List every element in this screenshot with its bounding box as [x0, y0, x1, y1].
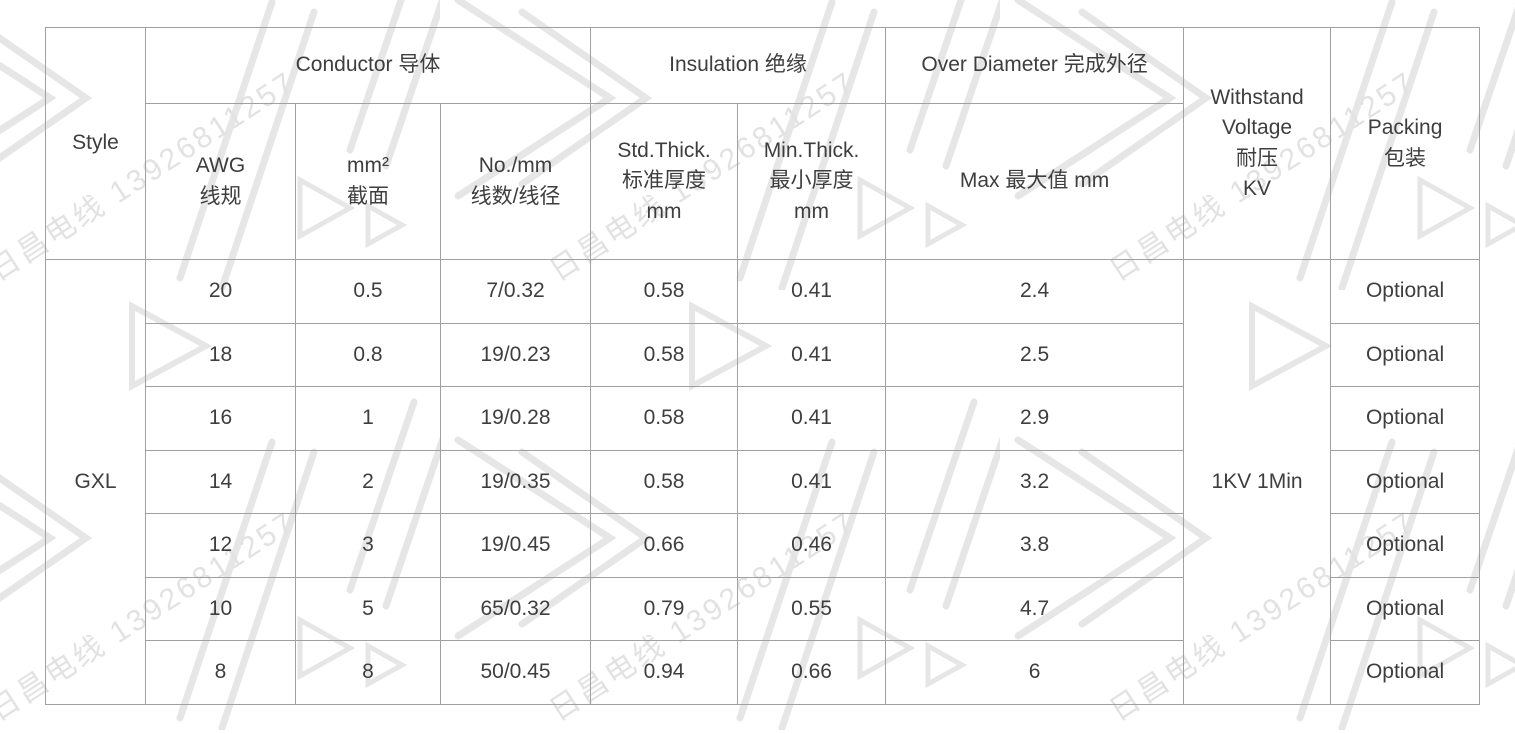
header-conductor-group: Conductor 导体	[144, 27, 592, 104]
cell-max: 6	[885, 640, 1185, 705]
spec-table: Style Conductor 导体 Insulation 绝缘 Over Di…	[45, 27, 1481, 705]
header-no-mm: No./mm 线数/线径	[439, 103, 592, 260]
header-style: Style	[45, 27, 146, 260]
cell-std-thick: 0.66	[590, 513, 739, 578]
cell-max: 3.2	[885, 449, 1185, 514]
header-awg: AWG 线规	[145, 103, 296, 260]
cell-awg: 8	[145, 640, 296, 705]
cell-max: 2.9	[885, 386, 1185, 451]
cell-no-mm: 19/0.23	[439, 322, 592, 387]
cell-packing: Optional	[1330, 449, 1481, 514]
cell-std-thick: 0.79	[590, 576, 739, 641]
cell-max: 2.4	[885, 259, 1185, 324]
header-mm2: mm² 截面	[295, 103, 441, 260]
cell-mm2: 1	[295, 386, 441, 451]
cell-max: 3.8	[885, 513, 1185, 578]
cell-packing: Optional	[1330, 576, 1481, 641]
header-withstand-voltage: Withstand Voltage 耐压 KV	[1183, 27, 1332, 260]
cell-min-thick: 0.41	[737, 449, 887, 514]
cell-packing: Optional	[1330, 259, 1481, 324]
cell-awg: 10	[145, 576, 296, 641]
cell-std-thick: 0.58	[590, 259, 739, 324]
cell-packing: Optional	[1330, 386, 1481, 451]
header-insulation-group: Insulation 绝缘	[590, 27, 887, 104]
cell-min-thick: 0.41	[737, 322, 887, 387]
cell-no-mm: 7/0.32	[439, 259, 592, 324]
cell-mm2: 3	[295, 513, 441, 578]
cell-min-thick: 0.46	[737, 513, 887, 578]
cell-max: 2.5	[885, 322, 1185, 387]
cell-packing: Optional	[1330, 513, 1481, 578]
cell-std-thick: 0.58	[590, 322, 739, 387]
cell-min-thick: 0.41	[737, 259, 887, 324]
cell-mm2: 2	[295, 449, 441, 514]
table-row: GXL 20 0.5 7/0.32 0.58 0.41 2.4 1KV 1Min…	[45, 259, 1481, 705]
header-std-thick: Std.Thick. 标准厚度 mm	[590, 103, 739, 260]
cell-min-thick: 0.66	[737, 640, 887, 705]
cell-style-value: GXL	[45, 259, 146, 705]
cell-awg: 14	[145, 449, 296, 514]
cell-mm2: 0.8	[295, 322, 441, 387]
cell-mm2: 5	[295, 576, 441, 641]
cell-awg: 16	[145, 386, 296, 451]
cell-min-thick: 0.55	[737, 576, 887, 641]
cell-mm2: 8	[295, 640, 441, 705]
cell-awg: 20	[145, 259, 296, 324]
cell-no-mm: 19/0.35	[439, 449, 592, 514]
cell-mm2: 0.5	[295, 259, 441, 324]
header-row-groups: Style Conductor 导体 Insulation 绝缘 Over Di…	[45, 27, 1481, 260]
cell-no-mm: 19/0.28	[439, 386, 592, 451]
header-packing: Packing 包装	[1330, 27, 1481, 260]
header-min-thick: Min.Thick. 最小厚度 mm	[737, 103, 887, 260]
header-over-diameter-group: Over Diameter 完成外径	[885, 27, 1185, 104]
cell-packing: Optional	[1330, 322, 1481, 387]
cell-no-mm: 65/0.32	[439, 576, 592, 641]
cell-std-thick: 0.58	[590, 449, 739, 514]
header-max: Max 最大值 mm	[885, 103, 1185, 260]
cell-withstand-value: 1KV 1Min	[1183, 259, 1332, 705]
cell-awg: 18	[145, 322, 296, 387]
cell-awg: 12	[145, 513, 296, 578]
cell-std-thick: 0.94	[590, 640, 739, 705]
cell-std-thick: 0.58	[590, 386, 739, 451]
cell-no-mm: 50/0.45	[439, 640, 592, 705]
cell-packing: Optional	[1330, 640, 1481, 705]
cell-max: 4.7	[885, 576, 1185, 641]
cell-min-thick: 0.41	[737, 386, 887, 451]
cell-no-mm: 19/0.45	[439, 513, 592, 578]
